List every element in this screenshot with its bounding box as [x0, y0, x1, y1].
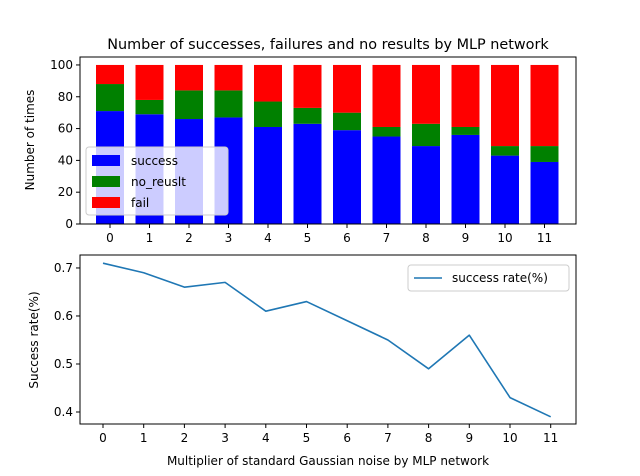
y-axis: 0 20 40 60 80 100 [50, 58, 80, 231]
legend-box [407, 264, 570, 292]
x-tick-label: 2 [185, 231, 193, 245]
x-tick-label: 10 [497, 231, 512, 245]
legend: success rate(%) [407, 264, 570, 292]
bar-success-6 [333, 130, 361, 224]
stacked-bar-chart: Number of successes, failures and no res… [23, 37, 577, 245]
legend-label-fail: fail [131, 196, 149, 210]
bar-no_reuslt-5 [293, 107, 322, 124]
bar-no_reuslt-10 [491, 146, 519, 156]
x-tick-label: 3 [225, 231, 233, 245]
bar-fail-7 [372, 64, 401, 127]
x-tick-label: 6 [343, 431, 351, 445]
bar-success-9 [451, 134, 480, 224]
x-tick-label: 4 [262, 431, 270, 445]
bar-no_reuslt-6 [333, 112, 361, 131]
y-tick-label: 0.5 [54, 357, 73, 371]
bar-success-4 [254, 126, 282, 224]
bar-success-10 [491, 155, 519, 224]
x-tick-label: 7 [384, 431, 392, 445]
x-tick-label: 10 [502, 431, 517, 445]
bar-no_reuslt-4 [254, 101, 282, 127]
plot-frame [79, 56, 577, 225]
legend-swatch-success [92, 155, 120, 166]
y-tick-label: 20 [58, 185, 73, 199]
y-axis-label: Success rate(%) [27, 291, 41, 388]
x-tick-label: 9 [462, 231, 470, 245]
bar-no_reuslt-3 [214, 90, 243, 118]
y-tick-label: 80 [58, 90, 73, 104]
x-tick-label: 4 [264, 231, 272, 245]
y-tick-label: 100 [50, 58, 73, 72]
x-tick-label: 9 [465, 431, 473, 445]
bar-no_reuslt-1 [135, 99, 164, 115]
bar-fail-4 [254, 64, 282, 102]
x-tick-label: 3 [221, 431, 229, 445]
series-line-success-rate [102, 262, 552, 418]
y-tick-label: 0.6 [54, 309, 73, 323]
legend-label-success-rate: success rate(%) [452, 271, 548, 285]
bar-fail-6 [333, 64, 361, 113]
y-tick-label: 0 [65, 217, 73, 231]
bar-fail-10 [491, 64, 519, 147]
legend-label-success: success [131, 154, 178, 168]
x-axis: 0 1 2 3 4 5 6 7 8 9 10 11 [106, 224, 552, 245]
bar-no_reuslt-7 [372, 126, 401, 137]
bar-no_reuslt-11 [530, 146, 559, 162]
x-tick-label: 0 [106, 231, 114, 245]
legend-box [85, 146, 229, 216]
y-tick-label: 0.7 [54, 261, 73, 275]
x-axis: 0 1 2 3 4 5 6 7 8 9 10 11 [99, 424, 558, 445]
x-tick-label: 6 [343, 231, 351, 245]
x-tick-label: 0 [99, 431, 107, 445]
x-tick-label: 1 [140, 431, 148, 445]
x-tick-label: 2 [181, 431, 189, 445]
bar-fail-0 [96, 64, 124, 85]
x-tick-label: 8 [425, 431, 433, 445]
bar-fail-3 [214, 64, 243, 91]
bar-fail-9 [451, 64, 480, 127]
bar-no_reuslt-9 [451, 126, 480, 135]
bar-fail-5 [293, 64, 322, 108]
y-tick-label: 40 [58, 153, 73, 167]
chart-title: Number of successes, failures and no res… [107, 37, 549, 53]
x-tick-label: 8 [422, 231, 430, 245]
x-tick-label: 7 [383, 231, 391, 245]
bar-success-7 [372, 136, 401, 224]
bar-fail-8 [412, 64, 440, 124]
line-chart: 0 1 2 3 4 5 6 7 8 9 10 11 0.4 0.5 0.6 0.7 Success rate… [27, 254, 577, 468]
x-axis-label: Multiplier of standard Gaussian noise by… [167, 454, 489, 468]
line-layer [102, 262, 552, 418]
y-axis-label: Number of times [23, 90, 37, 191]
y-tick-label: 60 [58, 122, 73, 136]
bar-no_reuslt-0 [96, 84, 124, 112]
plot-frame [79, 254, 577, 425]
bar-fail-11 [530, 64, 559, 147]
bar-success-11 [530, 161, 559, 224]
bar-fail-2 [175, 64, 203, 91]
bar-success-8 [412, 146, 440, 224]
x-tick-label: 1 [146, 231, 154, 245]
legend-label-no_reuslt: no_reuslt [131, 175, 186, 189]
y-tick-label: 0.4 [54, 405, 73, 419]
x-tick-label: 5 [303, 431, 311, 445]
x-tick-label: 5 [304, 231, 312, 245]
bar-no_reuslt-8 [412, 123, 440, 147]
bar-layer [96, 64, 559, 224]
bar-fail-1 [135, 64, 164, 100]
x-tick-label: 11 [537, 231, 552, 245]
y-axis: 0.4 0.5 0.6 0.7 [54, 261, 80, 419]
bar-success-5 [293, 123, 322, 224]
legend-swatch-fail [92, 197, 120, 208]
legend-swatch-no_reuslt [92, 176, 120, 187]
x-tick-label: 11 [543, 431, 558, 445]
bar-no_reuslt-2 [175, 90, 203, 120]
